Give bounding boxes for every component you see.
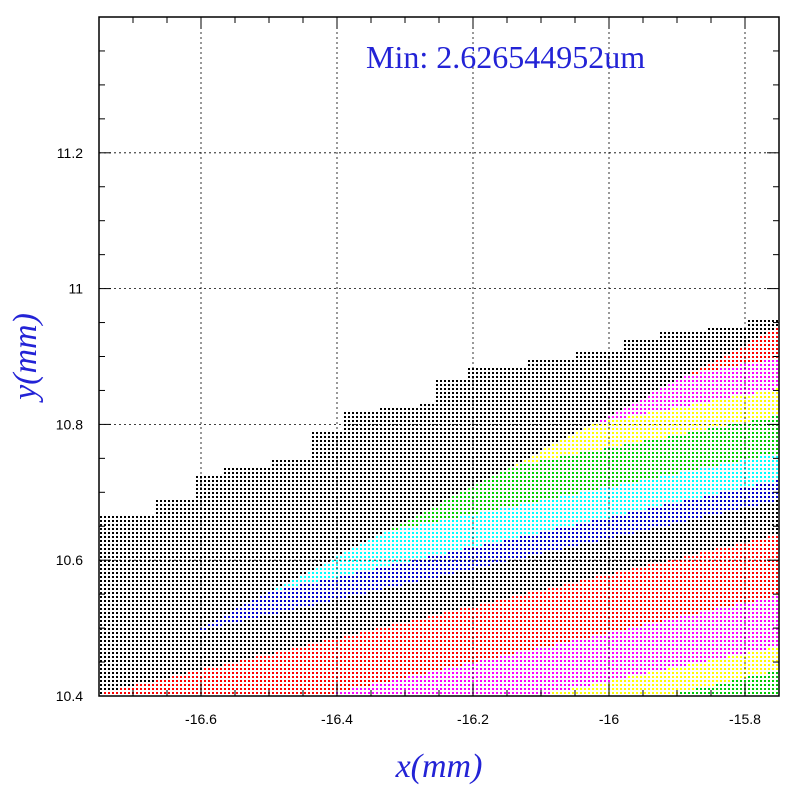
y-tick-label: 11 [68, 281, 83, 297]
x-tick-label: -16.4 [321, 711, 353, 727]
min-annotation: Min: 2.626544952um [366, 39, 645, 75]
x-tick-label: -15.8 [729, 711, 761, 727]
point-series [392, 416, 778, 694]
point-series [336, 360, 778, 694]
point-series [200, 480, 778, 630]
tick-labels: -16.6 -16.4 -16.2 -16 -15.8 10.4 10.6 10.8 11 11.… [56, 145, 761, 727]
y-tick-label: 10.8 [56, 416, 83, 432]
y-tick-label: 10.6 [56, 552, 83, 568]
point-series [516, 388, 778, 694]
y-tick-label: 11.2 [57, 145, 83, 161]
point-series [104, 328, 778, 694]
point-series [276, 456, 778, 590]
x-tick-label: -16.2 [457, 711, 489, 727]
x-axis-title: x(mm) [395, 748, 483, 785]
y-axis-title: y(mm) [7, 313, 44, 403]
x-tick-label: -16.6 [185, 711, 217, 727]
data-points-layer [100, 320, 778, 694]
grid-lines [99, 17, 779, 697]
axis-ticks [98, 16, 780, 697]
y-tick-label: 10.4 [56, 688, 83, 704]
point-series [100, 320, 778, 694]
x-tick-label: -16 [599, 711, 619, 727]
